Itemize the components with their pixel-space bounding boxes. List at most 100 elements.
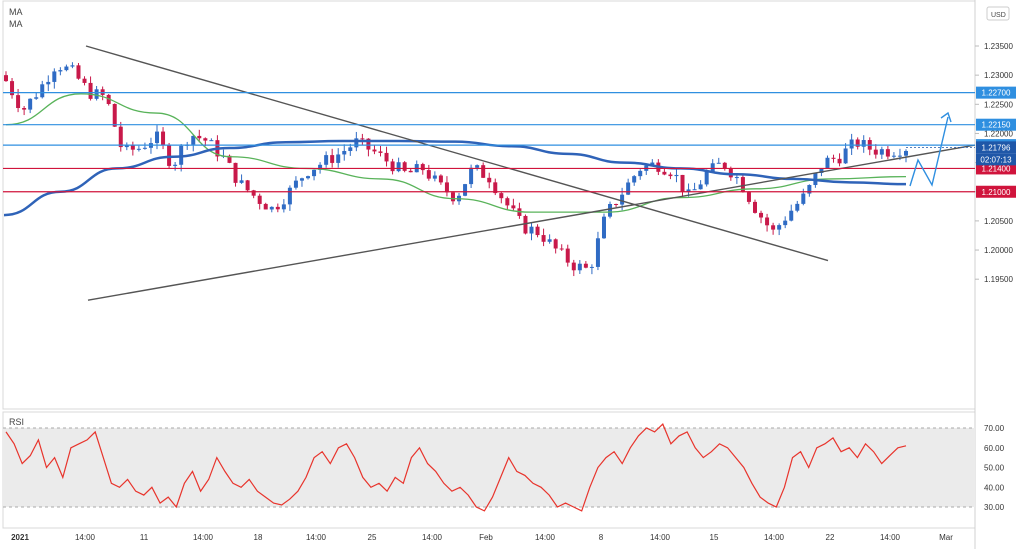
candle-body — [22, 108, 27, 110]
candle-body — [481, 165, 486, 178]
candle-body — [118, 126, 123, 148]
candle-body — [16, 95, 21, 109]
candle-body — [680, 174, 685, 192]
currency-button[interactable] — [986, 6, 1010, 21]
candle-body — [52, 71, 57, 82]
candle-body — [438, 175, 443, 183]
candle-body — [167, 145, 172, 166]
candle-body — [819, 167, 824, 173]
candle-body — [191, 135, 196, 145]
candle-body — [565, 248, 570, 263]
x-tick-label: 11 — [140, 533, 149, 542]
candle-body — [257, 195, 262, 204]
x-tick-label: 14:00 — [306, 533, 327, 542]
candle-body — [620, 194, 625, 205]
candle-body — [233, 162, 238, 183]
candle-body — [698, 184, 703, 190]
candle-body — [759, 212, 764, 218]
candle-body — [638, 170, 643, 177]
current-price-bg — [976, 141, 1016, 154]
x-tick-label: 14:00 — [880, 533, 901, 542]
candle-body — [861, 140, 866, 147]
candle-body — [807, 185, 812, 194]
price-pane — [2, 0, 976, 410]
candle-body — [469, 167, 474, 185]
rsi-tick-label: 40.00 — [984, 483, 1005, 492]
candle-body — [348, 147, 353, 151]
candle-body — [70, 65, 75, 67]
x-tick-label: 22 — [826, 533, 835, 542]
candle-body — [547, 239, 552, 242]
candle-body — [499, 193, 504, 199]
candle-body — [342, 150, 347, 155]
level-label: 1.22700 — [982, 89, 1011, 98]
level-label-bg — [976, 162, 1016, 175]
price-tick-label: 1.22500 — [984, 100, 1013, 109]
price-tick-label: 1.23500 — [984, 42, 1013, 51]
price-tick-label: 1.22000 — [984, 129, 1013, 138]
candle-body — [505, 198, 510, 206]
candle-body — [124, 144, 129, 148]
candle-body — [28, 98, 33, 110]
x-tick-label: 14:00 — [193, 533, 214, 542]
x-tick-label: Mar — [939, 533, 953, 542]
current-price-label: 1.21796 — [982, 143, 1011, 152]
level-label: 1.21400 — [982, 164, 1011, 173]
candle-body — [94, 89, 99, 99]
rsi-label: RSI — [9, 417, 25, 427]
candle-body — [904, 150, 908, 156]
candle-body — [34, 97, 39, 99]
x-tick-label: 18 — [254, 533, 263, 542]
candle-body — [559, 248, 564, 250]
candle-body — [281, 204, 286, 210]
candle-body — [275, 206, 280, 210]
projection-arrowhead — [940, 111, 952, 123]
candle-body — [632, 176, 637, 183]
candle-body — [324, 155, 329, 165]
candle-body — [795, 203, 800, 211]
candle-body — [475, 165, 480, 168]
candle-body — [686, 189, 691, 192]
candle-body — [589, 266, 594, 268]
candle-body — [535, 226, 540, 236]
candle-body — [523, 215, 528, 234]
candle-body — [873, 149, 878, 155]
candle-body — [263, 203, 268, 210]
candle-body — [885, 149, 890, 157]
x-tick-label: 14:00 — [75, 533, 96, 542]
candle-body — [487, 177, 492, 183]
rsi-tick-label: 60.00 — [984, 444, 1005, 453]
candle-body — [674, 174, 679, 177]
candle-body — [511, 205, 516, 209]
candle-body — [450, 192, 455, 202]
candle-body — [155, 131, 160, 144]
candle-body — [571, 262, 576, 271]
level-label-bg — [976, 86, 1016, 99]
candle-body — [849, 139, 854, 149]
price-tick-label: 1.23000 — [984, 71, 1013, 80]
candle-body — [426, 170, 431, 179]
candle-body — [76, 65, 81, 79]
level-label-bg — [976, 185, 1016, 198]
currency-button-label: USD — [991, 12, 1006, 19]
candle-body — [10, 81, 15, 96]
countdown-label: 02:07:13 — [980, 155, 1012, 164]
candle-body — [716, 162, 721, 164]
rsi-tick-label: 50.00 — [984, 464, 1005, 473]
candle-body — [384, 152, 389, 162]
level-label: 1.21000 — [982, 188, 1011, 197]
x-tick-label: 14:00 — [422, 533, 443, 542]
rsi-tick-label: 70.00 — [984, 424, 1005, 433]
candle-body — [390, 161, 395, 172]
candle-body — [318, 164, 323, 170]
candle-body — [608, 204, 613, 217]
candle-body — [668, 174, 673, 177]
x-tick-label: 14:00 — [650, 533, 671, 542]
candle-body — [287, 187, 292, 205]
candle-body — [312, 169, 317, 177]
candle-body — [82, 78, 87, 83]
candle-body — [40, 84, 45, 98]
candle-body — [765, 217, 770, 226]
projection-path — [909, 116, 949, 187]
